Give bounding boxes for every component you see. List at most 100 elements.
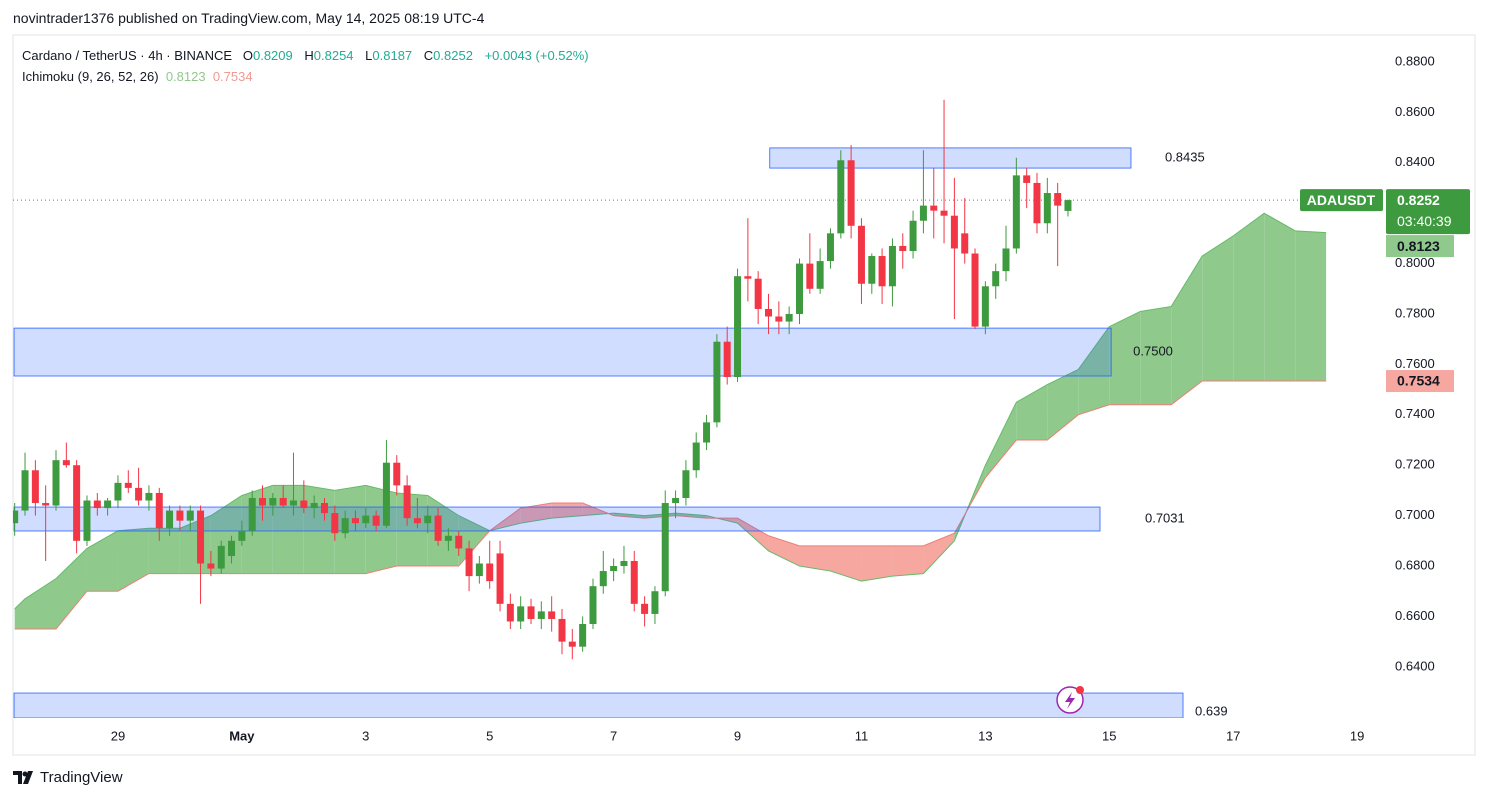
candle-body	[1033, 182, 1041, 224]
candle-body	[42, 503, 50, 506]
candle-body	[93, 500, 101, 509]
change: +0.0043 (+0.52%)	[484, 48, 589, 63]
cloud-segment	[861, 545, 893, 582]
candle-body	[589, 586, 597, 624]
cloud-segment	[675, 513, 707, 519]
candle-body	[83, 500, 91, 541]
cloud-segment	[923, 533, 955, 574]
candle-body	[527, 606, 535, 619]
candle-body	[847, 160, 855, 226]
candle-body	[197, 510, 205, 564]
cloud-segment	[148, 528, 180, 574]
zone-label: 0.7500	[1133, 343, 1173, 358]
cloud-segment	[1047, 369, 1079, 441]
candle-body	[52, 460, 60, 506]
y-tick-label: 0.8800	[1395, 53, 1435, 68]
candle-body	[506, 603, 514, 622]
zone-label: 0.639	[1195, 703, 1228, 718]
cloud-segment	[1140, 306, 1172, 405]
candle-body	[434, 515, 442, 541]
candle-body	[114, 482, 122, 501]
price-badge-text: 0.8252	[1397, 192, 1440, 208]
y-tick-label: 0.6800	[1395, 557, 1435, 572]
candle-body	[888, 245, 896, 287]
candle-body	[723, 341, 731, 378]
candle-body	[186, 510, 194, 521]
cloud-segment	[1016, 384, 1048, 441]
candle-body	[971, 253, 979, 327]
candle-body	[868, 256, 876, 284]
cloud-segment	[985, 402, 1017, 478]
candle-body	[857, 225, 865, 284]
cloud-line	[14, 212, 1327, 610]
ohlc-key: O	[242, 48, 253, 63]
candle-body	[579, 623, 587, 647]
candle-body	[816, 261, 824, 289]
candle-body	[1064, 200, 1072, 211]
span-b-value: 0.7534	[212, 69, 253, 84]
candle-body	[145, 492, 153, 501]
candle-body	[475, 563, 483, 577]
candle-body	[517, 606, 525, 622]
x-tick-label: 17	[1226, 728, 1240, 743]
candle-body	[351, 518, 359, 524]
candle-body	[1023, 175, 1031, 183]
candle-body	[734, 276, 742, 378]
legend: Cardano / TetherUS · 4h · BINANCE O0.820…	[22, 45, 597, 87]
brand-logo	[13, 771, 33, 784]
plot-area: 0.8435 0.7500 0.7031 0.639	[13, 99, 1385, 718]
candle-body	[930, 205, 938, 211]
x-tick-label: 7	[610, 728, 617, 743]
indicator-row: Ichimoku (9, 26, 52, 26) 0.8123 0.7534	[22, 66, 597, 87]
candle-body	[961, 233, 969, 254]
candle-body	[21, 470, 29, 511]
cloud-segment	[1233, 213, 1265, 382]
candle-body	[135, 487, 143, 501]
candle-body	[217, 545, 225, 569]
candle-body	[166, 510, 174, 529]
candle-body	[785, 313, 793, 322]
cloud-segment	[520, 503, 552, 524]
candle-body	[1043, 193, 1051, 224]
cloud-segment	[799, 545, 831, 572]
candle-body	[620, 560, 628, 567]
candle-body	[362, 515, 370, 524]
cloud-segment	[1171, 256, 1203, 405]
x-tick-label: 9	[734, 728, 741, 743]
candle-body	[651, 591, 659, 614]
candle-body	[806, 263, 814, 289]
candle-body	[269, 497, 277, 506]
candle-body	[713, 341, 721, 423]
candle-body	[765, 308, 773, 317]
cloud-segment	[1264, 213, 1296, 382]
y-tick-label: 0.8600	[1395, 104, 1435, 119]
zone-label: 0.8435	[1165, 149, 1205, 164]
cloud-segment	[1202, 235, 1234, 382]
alert-icon[interactable]	[1056, 686, 1084, 714]
candle-body	[13, 510, 19, 524]
candle-body	[104, 500, 112, 509]
candle-body	[610, 566, 618, 572]
zone	[13, 692, 1184, 718]
zone-label: 0.7031	[1145, 510, 1185, 525]
y-tick-label: 0.7600	[1395, 356, 1435, 371]
chart-frame	[12, 34, 1476, 756]
candle-body	[310, 503, 318, 509]
y-tick-label: 0.7000	[1395, 507, 1435, 522]
candle-body	[1054, 193, 1062, 206]
y-tick-label: 0.7800	[1395, 305, 1435, 320]
ohlc-key: C	[423, 48, 434, 63]
candle-body	[486, 563, 494, 582]
ohlc-key: H	[304, 48, 314, 63]
price-badge	[1386, 189, 1470, 235]
y-tick-label: 0.8400	[1395, 154, 1435, 169]
zone	[13, 327, 1112, 377]
candle-body	[279, 497, 287, 506]
cloud-segment	[55, 548, 87, 630]
candle-body	[981, 286, 989, 327]
candle-body	[413, 518, 421, 524]
candle-body	[744, 276, 752, 279]
cloud-segment	[768, 535, 800, 567]
candle-body	[568, 641, 576, 647]
